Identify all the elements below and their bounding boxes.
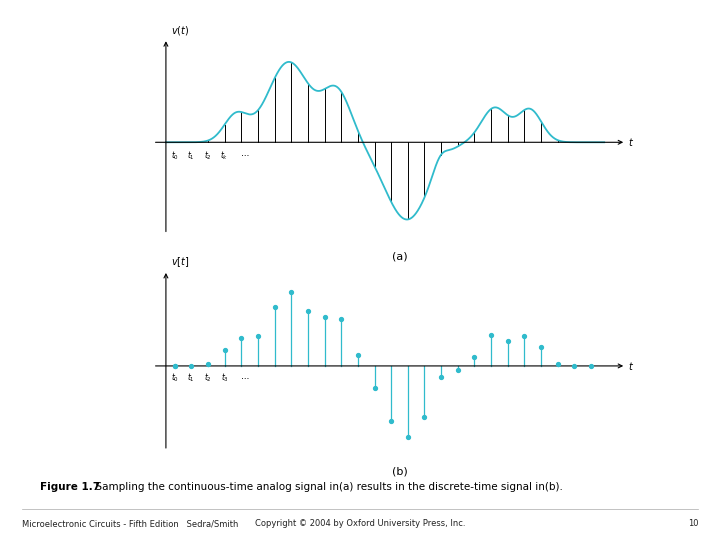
Text: $v[t]$: $v[t]$ [171,255,189,269]
Text: Sampling the continuous-time analog signal in(a) results in the discrete-time si: Sampling the continuous-time analog sign… [89,482,562,492]
Text: Copyright © 2004 by Oxford University Press, Inc.: Copyright © 2004 by Oxford University Pr… [255,519,465,529]
Text: $\cdots$: $\cdots$ [240,372,250,381]
Text: (b): (b) [392,466,408,476]
Text: Figure 1.7  Sampling the continuous-time analog signal in(a) results in the disc: Figure 1.7 Sampling the continuous-time … [40,482,565,492]
Text: $t_1$: $t_1$ [187,150,195,162]
Text: $t_0$: $t_0$ [171,372,179,384]
Text: (a): (a) [392,251,408,261]
Text: $t_2$: $t_2$ [204,372,212,384]
Text: Figure 1.7: Figure 1.7 [40,482,100,492]
Text: $t$: $t$ [629,136,634,149]
Text: 10: 10 [688,519,698,529]
Text: $v(t)$: $v(t)$ [171,24,189,37]
Text: $t_3$: $t_3$ [220,372,229,384]
Text: $\cdots$: $\cdots$ [240,150,250,158]
Text: $t$: $t$ [629,360,634,372]
Text: Microelectronic Circuits - Fifth Edition   Sedra/Smith: Microelectronic Circuits - Fifth Edition… [22,519,238,529]
Text: $t_2$: $t_2$ [204,150,212,162]
Text: $t_k$: $t_k$ [220,150,229,162]
Text: $t_1$: $t_1$ [187,372,195,384]
Text: $t_0$: $t_0$ [171,150,179,162]
